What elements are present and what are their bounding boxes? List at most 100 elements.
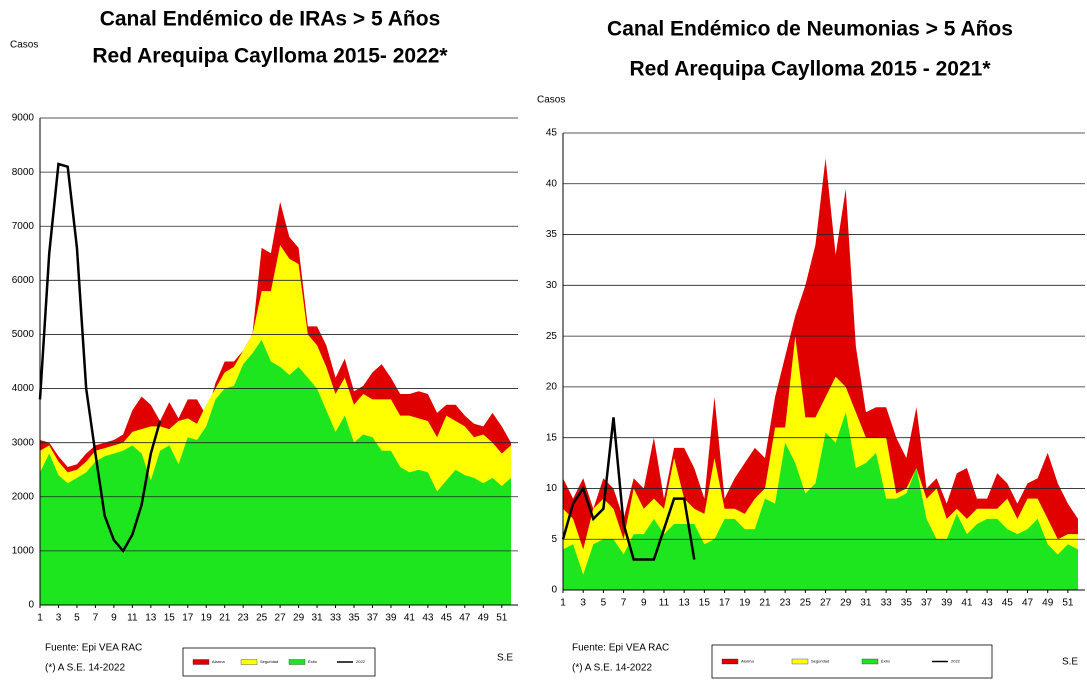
x-tick-label: 25 (256, 613, 268, 624)
y-tick-label: 15 (546, 432, 558, 443)
y-tick-label: 5000 (12, 329, 35, 340)
y-tick-label: 20 (546, 382, 558, 393)
legend-label: Alarma (212, 659, 225, 664)
x-tick-label: 27 (275, 613, 287, 624)
y-tick-label: 8000 (12, 167, 35, 178)
y-tick-label: 0 (551, 585, 557, 596)
x-tick-label: 1 (37, 613, 43, 624)
x-tick-label: 37 (921, 598, 933, 609)
x-tick-label: 13 (679, 598, 691, 609)
x-tick-label: 27 (820, 598, 832, 609)
x-tick-label: 19 (739, 598, 751, 609)
legend-swatch (192, 659, 210, 665)
y-tick-label: 2000 (12, 491, 35, 502)
x-tick-label: 23 (780, 598, 792, 609)
x-tick-label: 23 (238, 613, 250, 624)
x-tick-label: 43 (422, 613, 434, 624)
chart-subtitle: Red Arequipa Caylloma 2015 - 2021* (629, 58, 991, 81)
line (561, 417, 696, 561)
x-tick-label: 29 (840, 598, 852, 609)
x-tick-label: 51 (1062, 598, 1074, 609)
source: Fuente: Epi VEA RAC (572, 643, 669, 654)
x-tick-label: 49 (1042, 598, 1054, 609)
legend-swatch (861, 658, 879, 665)
x-tick-label: 11 (659, 598, 670, 609)
x-tick-label: 47 (1022, 598, 1034, 609)
chart-title: Canal Endémico de Neumonias > 5 Años (607, 18, 1013, 41)
x-tick-label: 31 (311, 613, 323, 624)
note: (*) A S.E. 14-2022 (572, 663, 652, 674)
x-tick-label: 47 (459, 613, 471, 624)
legend-box (711, 644, 993, 679)
legend-swatch (288, 659, 306, 665)
y-tick-label: 45 (546, 128, 558, 139)
x-tick-label: 15 (699, 598, 711, 609)
x-tick-label: 17 (182, 613, 194, 624)
legend-label: Seguridad (811, 659, 829, 664)
chart-title: Canal Endémico de IRAs > 5 Años (100, 8, 441, 31)
x-tick-label: 43 (982, 598, 994, 609)
x-tick-label: 17 (719, 598, 731, 609)
legend-label: 2022 (356, 659, 366, 664)
x-tick-label: 1 (560, 598, 566, 609)
y-tick-label: 35 (546, 229, 558, 240)
x-tick-label: 37 (367, 613, 379, 624)
y-axis-label: Casos (10, 40, 38, 51)
x-tick-label: 31 (860, 598, 872, 609)
x-tick-label: 11 (127, 613, 138, 624)
y-tick-label: 3000 (12, 437, 35, 448)
area (40, 339, 511, 605)
x-tick-label: 5 (601, 598, 607, 609)
legend-label: 2022 (951, 659, 961, 664)
legend-label: Éxito (308, 659, 318, 664)
x-tick-label: 29 (293, 613, 305, 624)
x-tick-label: 45 (1002, 598, 1014, 609)
legend-label: Seguridad (260, 659, 278, 664)
x-tick-label: 13 (145, 613, 157, 624)
area (563, 158, 1078, 590)
legend-swatch (791, 658, 809, 665)
y-tick-label: 4000 (12, 383, 35, 394)
x-tick-label: 3 (56, 613, 62, 624)
x-tick-label: 45 (441, 613, 453, 624)
y-tick-label: 0 (28, 600, 34, 611)
y-tick-label: 10 (546, 483, 558, 494)
y-tick-label: 25 (546, 331, 558, 342)
x-tick-label: 3 (580, 598, 586, 609)
line (38, 162, 162, 554)
x-tick-label: 15 (164, 613, 176, 624)
y-tick-label: 9000 (12, 113, 35, 124)
x-tick-label: 39 (385, 613, 397, 624)
y-tick-label: 30 (546, 280, 558, 291)
x-tick-label: 19 (201, 613, 213, 624)
x-tick-label: 9 (111, 613, 117, 624)
x-tick-label: 7 (621, 598, 627, 609)
x-axis-label: S.E (497, 653, 513, 664)
x-axis-label: S.E (1062, 657, 1078, 668)
y-tick-label: 1000 (12, 546, 35, 557)
source: Fuente: Epi VEA RAC (45, 643, 142, 654)
x-tick-label: 41 (404, 613, 416, 624)
x-tick-label: 25 (800, 598, 812, 609)
y-tick-label: 40 (546, 178, 558, 189)
x-tick-label: 21 (759, 598, 771, 609)
x-tick-label: 49 (478, 613, 490, 624)
legend-swatch (240, 659, 258, 665)
x-tick-label: 5 (74, 613, 80, 624)
x-tick-label: 51 (496, 613, 508, 624)
y-tick-label: 5 (551, 534, 557, 545)
chart-subtitle: Red Arequipa Caylloma 2015- 2022* (92, 45, 448, 68)
x-tick-label: 33 (330, 613, 342, 624)
note: (*) A S.E. 14-2022 (45, 663, 125, 674)
x-tick-label: 7 (93, 613, 99, 624)
x-tick-label: 41 (961, 598, 973, 609)
x-tick-label: 33 (881, 598, 893, 609)
x-tick-label: 35 (348, 613, 360, 624)
x-tick-label: 39 (941, 598, 953, 609)
legend-label: Éxito (881, 659, 891, 664)
y-tick-label: 6000 (12, 275, 35, 286)
y-tick-label: 7000 (12, 221, 35, 232)
legend-label: Alarma (741, 659, 754, 664)
